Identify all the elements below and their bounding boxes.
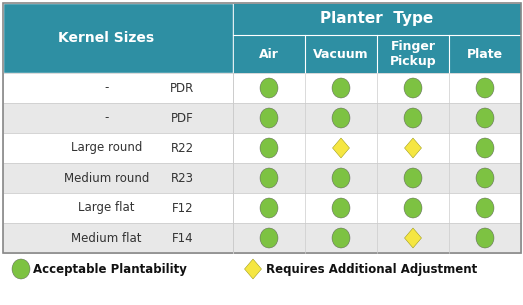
Text: Air: Air	[259, 48, 279, 60]
Bar	[3, 3, 521, 253]
Ellipse shape	[476, 198, 494, 218]
Ellipse shape	[332, 198, 350, 218]
Ellipse shape	[12, 259, 30, 279]
Ellipse shape	[260, 138, 278, 158]
Text: R22: R22	[171, 142, 194, 155]
Ellipse shape	[332, 78, 350, 98]
Text: Large flat: Large flat	[78, 202, 135, 214]
Text: Plate: Plate	[467, 48, 503, 60]
Ellipse shape	[404, 78, 422, 98]
Ellipse shape	[260, 108, 278, 128]
Bar	[3, 223, 521, 253]
Text: -: -	[104, 81, 109, 95]
Text: F14: F14	[172, 231, 193, 245]
Bar	[3, 3, 233, 73]
Bar	[3, 133, 521, 163]
Text: Large round: Large round	[71, 142, 142, 155]
Bar	[233, 3, 521, 35]
Bar	[3, 103, 521, 133]
Text: Vacuum: Vacuum	[313, 48, 369, 60]
Polygon shape	[404, 228, 422, 248]
Ellipse shape	[260, 198, 278, 218]
Ellipse shape	[404, 198, 422, 218]
Ellipse shape	[476, 168, 494, 188]
Ellipse shape	[476, 228, 494, 248]
Ellipse shape	[476, 138, 494, 158]
Ellipse shape	[260, 168, 278, 188]
Ellipse shape	[260, 228, 278, 248]
Bar	[3, 193, 521, 223]
Text: Medium round: Medium round	[64, 171, 149, 185]
Ellipse shape	[404, 168, 422, 188]
Text: PDF: PDF	[171, 112, 194, 124]
Text: Acceptable Plantability: Acceptable Plantability	[33, 263, 187, 275]
Text: PDR: PDR	[170, 81, 195, 95]
Bar	[3, 163, 521, 193]
Polygon shape	[333, 138, 349, 158]
Text: Medium flat: Medium flat	[71, 231, 142, 245]
Text: Requires Additional Adjustment: Requires Additional Adjustment	[266, 263, 477, 275]
Ellipse shape	[404, 108, 422, 128]
Ellipse shape	[332, 228, 350, 248]
Polygon shape	[404, 138, 422, 158]
Ellipse shape	[332, 108, 350, 128]
Bar	[3, 73, 521, 103]
Ellipse shape	[476, 108, 494, 128]
Ellipse shape	[476, 78, 494, 98]
Polygon shape	[244, 259, 262, 279]
Ellipse shape	[332, 168, 350, 188]
Text: Planter  Type: Planter Type	[321, 12, 434, 27]
Bar	[233, 35, 521, 73]
Text: Finger
Pickup: Finger Pickup	[390, 40, 436, 68]
Text: Kernel Sizes: Kernel Sizes	[59, 31, 155, 45]
Text: F12: F12	[172, 202, 193, 214]
Text: R23: R23	[171, 171, 194, 185]
Ellipse shape	[260, 78, 278, 98]
Text: -: -	[104, 112, 109, 124]
